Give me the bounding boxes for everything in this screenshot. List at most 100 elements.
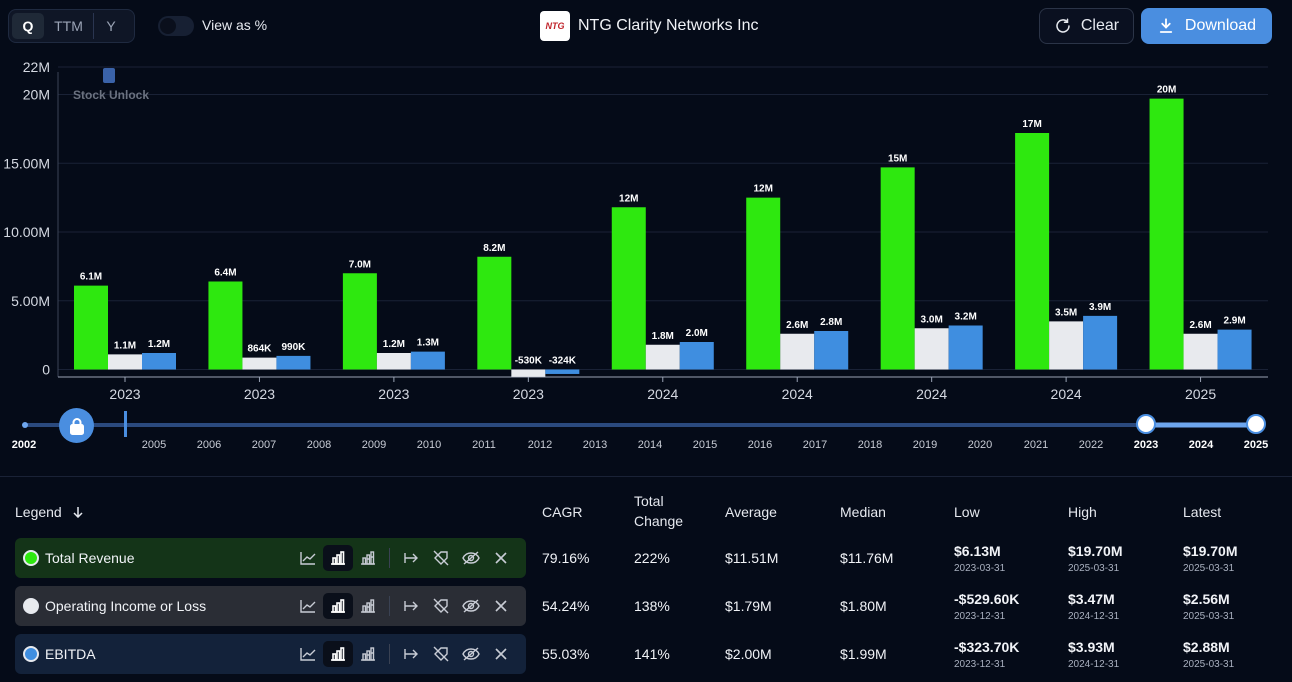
bar-ebitda[interactable] — [276, 355, 311, 370]
period-y-button[interactable]: Y — [106, 18, 116, 34]
timeline-year-label: 2005 — [142, 439, 166, 451]
eye-off-icon[interactable] — [456, 545, 486, 571]
bar-value-label: 3.9M — [1089, 302, 1111, 313]
y-tick-label: 15.00M — [3, 155, 50, 171]
timeline-year-label: 2010 — [417, 439, 441, 451]
bar-value-label: 12M — [619, 193, 638, 204]
bar-ebitda[interactable] — [1083, 315, 1118, 370]
bar-ebitda[interactable] — [1217, 329, 1252, 370]
timeline-slider: 2002 2005 2006 2007 2008 2009 2010 2011 2012 2013… — [12, 411, 1268, 451]
period-q-button[interactable]: Q — [12, 13, 44, 39]
download-label: Download — [1184, 17, 1257, 34]
timeline-handle-left[interactable] — [124, 411, 127, 437]
legend-row[interactable]: Operating Income or Loss — [15, 586, 526, 626]
bar-value-label: 2.9M — [1223, 316, 1245, 327]
bar-value-label: 990K — [281, 342, 306, 353]
bar-ebitda[interactable] — [142, 353, 176, 370]
legend-row[interactable]: EBITDA — [15, 634, 526, 674]
metrics-table: Legend CAGR Total Change Average Median … — [0, 476, 1292, 682]
view-as-percent-toggle[interactable] — [158, 16, 194, 36]
bar-chart-icon[interactable] — [323, 593, 353, 619]
period-ttm-button[interactable]: TTM — [44, 13, 94, 39]
bar-total-revenue[interactable] — [1015, 133, 1050, 370]
line-chart-icon[interactable] — [293, 545, 323, 571]
timeline-range-start-handle[interactable] — [1136, 414, 1156, 434]
median-value: $1.99M — [840, 646, 887, 662]
bar-ebitda[interactable] — [814, 331, 849, 370]
close-icon[interactable] — [486, 593, 516, 619]
row-actions — [293, 641, 516, 667]
bar-value-label: 2.0M — [686, 328, 708, 339]
row-actions — [293, 593, 516, 619]
company-logo-text: NTG — [545, 21, 565, 31]
low-date: 2023-12-31 — [954, 611, 1006, 622]
x-tick-label: 2023 — [378, 386, 409, 402]
tag-off-icon[interactable] — [426, 641, 456, 667]
bar-chart-icon[interactable] — [323, 545, 353, 571]
tag-off-icon[interactable] — [426, 545, 456, 571]
stacked-bar-icon[interactable] — [353, 593, 383, 619]
bar-total-revenue[interactable] — [880, 167, 915, 370]
bar-total-revenue[interactable] — [746, 197, 781, 370]
clear-button[interactable]: Clear — [1039, 8, 1134, 44]
eye-off-icon[interactable] — [456, 593, 486, 619]
bar-operating-income-or-loss[interactable] — [645, 344, 680, 370]
latest-date: 2025-03-31 — [1183, 563, 1235, 574]
timeline-year-label: 2020 — [968, 439, 992, 451]
bar-total-revenue[interactable] — [611, 207, 646, 370]
bar-operating-income-or-loss[interactable] — [242, 357, 277, 370]
line-chart-icon[interactable] — [293, 641, 323, 667]
high-value: $3.93M — [1068, 639, 1115, 655]
legend-row[interactable]: Total Revenue — [15, 538, 526, 578]
line-chart-icon[interactable] — [293, 593, 323, 619]
timeline-range-end-handle[interactable] — [1246, 414, 1266, 434]
latest-value: $19.70M — [1183, 543, 1238, 559]
download-button[interactable]: Download — [1141, 8, 1272, 44]
bar-operating-income-or-loss[interactable] — [1049, 321, 1084, 370]
bar-operating-income-or-loss[interactable] — [780, 333, 815, 370]
bar-total-revenue[interactable] — [208, 281, 243, 370]
close-icon[interactable] — [486, 545, 516, 571]
low-value: -$323.70K — [954, 639, 1020, 655]
bar-ebitda[interactable] — [410, 351, 445, 370]
bar-total-revenue[interactable] — [342, 273, 377, 370]
bar-total-revenue[interactable] — [477, 256, 512, 370]
bar-total-revenue[interactable] — [74, 285, 108, 370]
view-as-percent-label: View as % — [202, 17, 268, 33]
timeline-year-label: 2021 — [1024, 439, 1048, 451]
low-value: -$529.60K — [954, 591, 1020, 607]
bar-operating-income-or-loss[interactable] — [914, 328, 949, 370]
cagr-header: CAGR — [542, 504, 583, 520]
tag-off-icon[interactable] — [426, 593, 456, 619]
median-value: $11.76M — [840, 550, 894, 566]
arrow-to-end-icon[interactable] — [396, 593, 426, 619]
close-icon[interactable] — [486, 641, 516, 667]
series-name: EBITDA — [45, 646, 96, 662]
cagr-value: 55.03% — [542, 646, 590, 662]
arrow-to-end-icon[interactable] — [396, 545, 426, 571]
bar-value-label: 3.5M — [1055, 307, 1077, 318]
timeline-year-label: 2006 — [197, 439, 221, 451]
bar-ebitda[interactable] — [679, 342, 714, 370]
arrow-to-end-icon[interactable] — [396, 641, 426, 667]
bar-value-label: 7.0M — [349, 259, 371, 270]
y-tick-label: 22M — [23, 59, 50, 75]
bar-operating-income-or-loss[interactable] — [511, 369, 546, 377]
bar-ebitda[interactable] — [948, 325, 983, 370]
cagr-value: 54.24% — [542, 598, 590, 614]
timeline-lock-button[interactable] — [59, 408, 94, 443]
bar-ebitda[interactable] — [545, 369, 580, 374]
eye-off-icon[interactable] — [456, 641, 486, 667]
stacked-bar-icon[interactable] — [353, 641, 383, 667]
legend-header[interactable]: Legend — [15, 502, 84, 522]
bar-operating-income-or-loss[interactable] — [1183, 333, 1218, 370]
watermark-text: Stock Unlock — [73, 88, 149, 102]
bar-value-label: 3.0M — [921, 314, 943, 325]
bar-operating-income-or-loss[interactable] — [376, 353, 411, 370]
download-icon — [1159, 18, 1173, 33]
bar-chart-icon[interactable] — [323, 641, 353, 667]
timeline-year-label: 2022 — [1079, 439, 1103, 451]
stacked-bar-icon[interactable] — [353, 545, 383, 571]
bar-operating-income-or-loss[interactable] — [108, 354, 142, 370]
bar-total-revenue[interactable] — [1149, 98, 1184, 370]
